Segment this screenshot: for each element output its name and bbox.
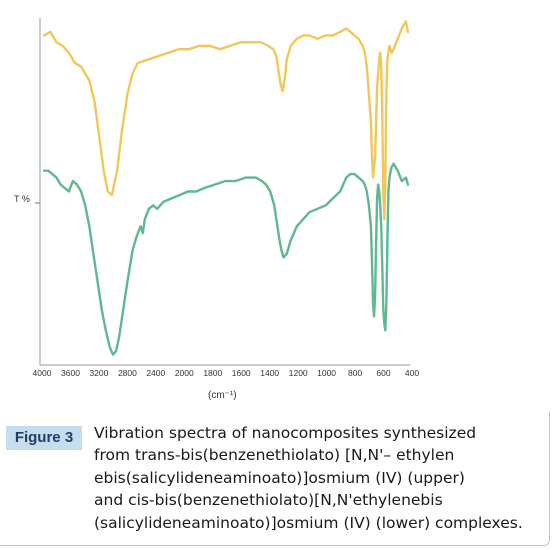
x-axis-label: (cm⁻¹) [208, 390, 237, 401]
x-tick-label: 2800 [118, 368, 137, 378]
x-tick-label: 600 [376, 368, 390, 378]
x-tick-label: 1200 [289, 368, 308, 378]
x-tick-label: 4000 [33, 368, 52, 378]
x-tick-label: 400 [405, 368, 419, 378]
caption-line: (salicylideneaminoato)]osmium (IV) (lowe… [94, 513, 523, 532]
x-tick-label: 1000 [317, 368, 336, 378]
x-tick-label: 2000 [175, 368, 194, 378]
x-tick-label: 3600 [61, 368, 80, 378]
caption-line: and cis-bis(benzenethiolato)[N,N'ethylen… [94, 491, 443, 510]
axes [35, 18, 410, 366]
x-tick-label: 2400 [146, 368, 165, 378]
caption-line: ebis(salicylideneaminoato)]osmium (IV) (… [94, 468, 465, 487]
series-layer [42, 20, 410, 356]
figure-badge: Figure 3 [6, 426, 82, 450]
x-tick-label: 1600 [232, 368, 251, 378]
lower-spectrum-line [42, 162, 410, 356]
upper-spectrum-line [42, 20, 410, 221]
caption-box [0, 412, 550, 546]
caption-line: Vibration spectra of nanocomposites synt… [94, 424, 477, 442]
spectrum-chart: 4000 3600 3200 2800 2400 2000 1800 1600 1400 1200… [14, 18, 420, 401]
x-tick-labels: 4000 3600 3200 2800 2400 2000 1800 1600 1400 1200… [33, 368, 420, 378]
figure-caption: Vibration spectra of nanocomposites synt… [94, 422, 544, 534]
caption-line: from trans-bis(benzenethiolato) [N,N'– e… [94, 446, 455, 465]
x-tick-label: 3200 [89, 368, 108, 378]
y-axis-label: T % [14, 194, 30, 204]
x-tick-label: 1400 [260, 368, 279, 378]
x-tick-label: 1800 [203, 368, 222, 378]
x-tick-label: 800 [348, 368, 362, 378]
